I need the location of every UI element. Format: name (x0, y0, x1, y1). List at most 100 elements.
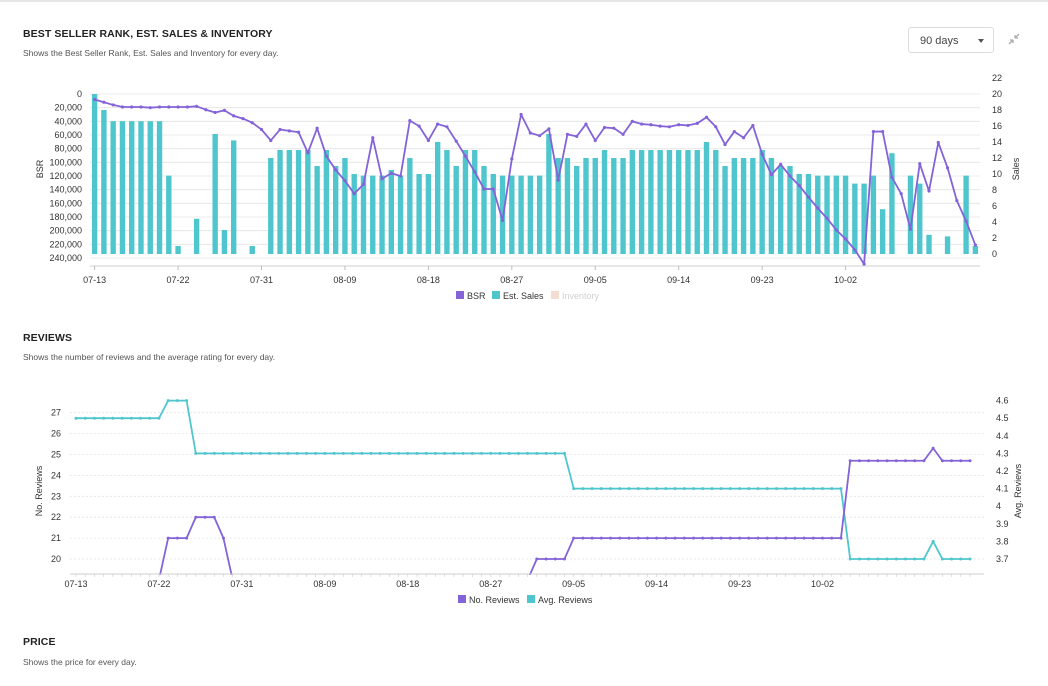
avg-reviews-point (341, 451, 345, 455)
y-right-tick-label: 8 (992, 185, 997, 195)
no-reviews-point (913, 459, 917, 463)
bsr-point (834, 228, 838, 232)
avg-reviews-point (92, 416, 96, 420)
top-divider (0, 0, 1048, 2)
collapse-arrows-icon[interactable] (1006, 31, 1022, 47)
y-right-tick-label: 4.5 (996, 413, 1009, 423)
avg-reviews-point (692, 487, 696, 491)
avg-reviews-point (360, 451, 364, 455)
bsr-point (519, 112, 523, 117)
bsr-point (334, 168, 338, 172)
sales-bar (462, 150, 469, 254)
avg-reviews-point (507, 451, 511, 455)
bsr-point (491, 187, 495, 191)
range-select[interactable]: 90 days (908, 27, 994, 53)
bsr-point (936, 140, 940, 145)
avg-reviews-point (876, 557, 880, 561)
avg-reviews-point (553, 451, 557, 455)
bsr-point (918, 162, 922, 166)
sales-bar (815, 175, 821, 254)
bsr-point (825, 216, 829, 220)
bsr-point (704, 115, 709, 119)
y-right-tick-label: 14 (992, 137, 1002, 147)
avg-reviews-point (903, 557, 907, 561)
y-left-tick-label: 220,000 (49, 239, 82, 249)
avg-reviews-point (323, 451, 327, 455)
sales-bar (305, 150, 311, 254)
bsr-point (102, 100, 106, 104)
sales-bar (852, 183, 858, 254)
sales-bar (388, 170, 394, 254)
no-reviews-line (159, 446, 970, 575)
avg-reviews-point (627, 487, 631, 491)
avg-reviews-point (774, 487, 778, 491)
avg-reviews-point (572, 487, 576, 491)
sales-bar (648, 150, 654, 254)
no-reviews-point (719, 536, 723, 540)
y-left-tick-label: 20,000 (54, 103, 82, 113)
sales-bar (434, 142, 441, 254)
sales-bar (91, 94, 98, 254)
sales-bar (332, 166, 339, 254)
no-reviews-point (351, 578, 354, 581)
bsr-point (871, 129, 875, 134)
sales-bar (286, 150, 293, 254)
avg-reviews-point (148, 416, 152, 420)
no-reviews-point (553, 557, 557, 561)
bsr-sales-chart: 0 20,000 40,000 60,000 80,000 100,000 120,000 1… (35, 73, 1021, 301)
no-reviews-point (673, 536, 677, 540)
sales-bar (731, 158, 738, 254)
avg-reviews-point (968, 557, 972, 561)
y-right-axis-label: Sales (1011, 157, 1021, 180)
legend-swatch (492, 291, 500, 299)
y-right-tick-label: 10 (992, 169, 1002, 179)
no-reviews-point (922, 459, 926, 463)
no-reviews-point (664, 536, 668, 540)
sales-bar (268, 158, 274, 254)
avg-reviews-point (922, 557, 926, 561)
avg-reviews-point (581, 487, 585, 491)
y-right-tick-label: 4.3 (996, 448, 1009, 458)
bsr-point (167, 105, 171, 109)
y-left-tick-label: 21 (51, 533, 61, 543)
bsr-point (881, 129, 885, 134)
bsr-point (816, 206, 820, 210)
avg-reviews-point (738, 487, 742, 491)
bsr-point (287, 129, 291, 133)
sales-bar (212, 134, 218, 254)
y-left-tick-label: 140,000 (49, 185, 82, 195)
no-reviews-point (940, 459, 944, 463)
bsr-point (899, 192, 903, 196)
bsr-point (389, 171, 393, 175)
avg-reviews-point (821, 487, 825, 491)
bsr-point (584, 122, 588, 126)
avg-reviews-point (885, 557, 889, 561)
x-tick-label: 09-05 (584, 275, 607, 285)
avg-reviews-point (682, 487, 686, 491)
bsr-point (621, 132, 625, 136)
no-reviews-point (277, 578, 280, 581)
avg-reviews-point (701, 487, 705, 491)
sales-bar (536, 175, 543, 254)
chevron-down-icon (978, 39, 984, 43)
bsr-point (148, 106, 152, 110)
avg-reviews-point (719, 487, 723, 491)
bsr-point (538, 134, 542, 138)
range-select-value: 90 days (920, 35, 959, 47)
avg-reviews-point (83, 416, 87, 420)
avg-reviews-point (111, 416, 115, 420)
x-tick-label: 08-09 (333, 275, 356, 285)
avg-reviews-point (258, 451, 262, 455)
x-tick-label: 07-22 (167, 275, 190, 285)
y-left-tick-label: 24 (51, 470, 61, 480)
y-right-tick-label: 4 (992, 217, 997, 227)
legend-label: BSR (467, 291, 486, 301)
sales-bar (703, 142, 710, 254)
legend-swatch (456, 291, 464, 299)
sales-bar (166, 175, 172, 254)
avg-reviews-point (959, 557, 963, 561)
bsr-point (195, 104, 199, 108)
bsr-point (547, 127, 551, 131)
sales-bar (129, 121, 135, 254)
avg-reviews-point (664, 487, 668, 491)
